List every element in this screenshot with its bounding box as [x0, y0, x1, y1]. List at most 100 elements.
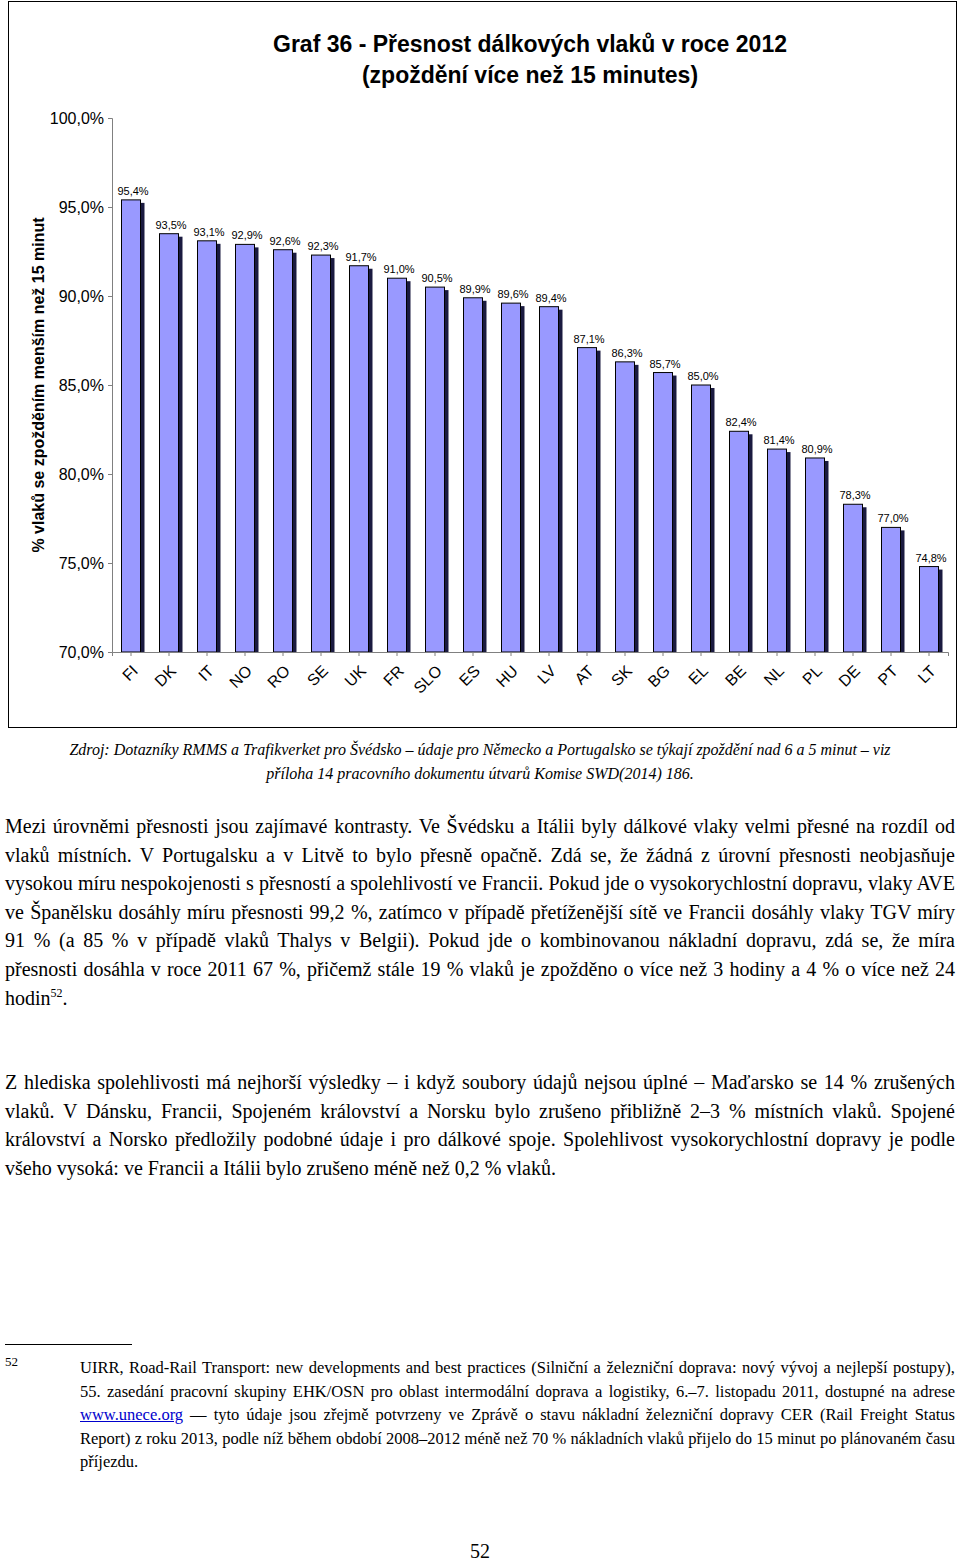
x-tick-label: DE [835, 662, 863, 690]
page: {"chart_data": { "type": "bar", "title":… [0, 0, 960, 1565]
data-label: 95,4% [117, 185, 148, 197]
y-tick-label: 70,0% [59, 644, 104, 661]
x-tick-mark [891, 652, 892, 656]
x-tick-mark [739, 652, 740, 656]
x-tick-mark [663, 652, 664, 656]
x-tick-label: RO [264, 662, 293, 691]
x-tick: PT [875, 652, 902, 689]
footnote: UIRR, Road-Rail Transport: new developme… [80, 1356, 955, 1474]
y-tick: 70,0% [59, 644, 112, 661]
x-tick-label: LT [915, 662, 940, 687]
x-tick-mark [473, 652, 474, 656]
bars [122, 200, 943, 652]
y-tick: 100,0% [50, 110, 112, 127]
y-tick-label: 90,0% [59, 288, 104, 305]
x-tick-mark [511, 652, 512, 656]
data-label: 85,7% [649, 358, 680, 370]
bar [502, 303, 521, 652]
source-note: Zdroj: Dotazníky RMMS a Trafikverket pro… [60, 738, 900, 786]
bar [806, 458, 825, 652]
x-tick: EL [685, 652, 711, 688]
bar [654, 373, 673, 652]
data-label: 91,0% [383, 263, 414, 275]
x-tick: RO [264, 652, 293, 691]
footnote-ref: 52 [51, 986, 63, 1000]
chart-title: Graf 36 - Přesnost dálkových vlaků v roc… [273, 31, 787, 57]
x-tick-label: DK [151, 662, 179, 690]
x-tick-label: SK [608, 662, 635, 689]
data-label: 77,0% [877, 512, 908, 524]
x-tick-label: LV [534, 662, 559, 687]
data-label: 81,4% [763, 434, 794, 446]
footnote-number: 52 [5, 1354, 18, 1370]
y-tick-label: 80,0% [59, 466, 104, 483]
bar [388, 278, 407, 652]
data-label: 92,3% [307, 240, 338, 252]
bar [540, 307, 559, 652]
data-label: 82,4% [725, 416, 756, 428]
x-tick: SK [608, 652, 635, 689]
chart-subtitle: (zpoždění více než 15 minutes) [362, 62, 698, 88]
data-label: 80,9% [801, 443, 832, 455]
bar [198, 241, 217, 652]
x-tick-mark [131, 652, 132, 656]
y-tick-mark [108, 474, 112, 475]
bar [464, 298, 483, 652]
data-label: 89,9% [459, 283, 490, 295]
x-tick: AT [571, 652, 597, 688]
x-tick: PL [799, 652, 825, 688]
x-tick: LV [534, 652, 559, 687]
x-tick-label: FI [119, 662, 141, 684]
x-tick-mark [245, 652, 246, 656]
x-tick: NO [226, 652, 255, 691]
x-tick: DE [835, 652, 863, 690]
x-tick-mark [853, 652, 854, 656]
bar [426, 287, 445, 652]
x-tick: ES [456, 652, 483, 689]
x-tick-mark [815, 652, 816, 656]
x-tick-label: HU [493, 662, 521, 690]
page-number: 52 [430, 1540, 530, 1563]
x-tick: UK [341, 652, 369, 690]
data-labels: 95,4%93,5%93,1%92,9%92,6%92,3%91,7%91,0%… [117, 185, 946, 564]
data-label: 87,1% [573, 333, 604, 345]
x-tick-label: SLO [410, 662, 445, 697]
x-tick: FR [380, 652, 407, 689]
text-run: . [63, 987, 68, 1009]
x-tick-mark [321, 652, 322, 656]
x-tick-label: IT [195, 662, 217, 684]
bar [692, 385, 711, 652]
y-axis-line [108, 119, 113, 653]
x-tick-mark [207, 652, 208, 656]
paragraph: Z hlediska spolehlivosti má nejhorší výs… [5, 1068, 955, 1182]
data-label: 91,7% [345, 251, 376, 263]
y-tick-label: 85,0% [59, 377, 104, 394]
bar [616, 362, 635, 652]
y-tick-label: 95,0% [59, 199, 104, 216]
x-tick-label: FR [380, 662, 407, 689]
x-tick-label: PT [875, 662, 902, 689]
data-label: 85,0% [687, 370, 718, 382]
x-tick-mark [777, 652, 778, 656]
data-label: 92,9% [231, 229, 262, 241]
data-label: 93,1% [193, 226, 224, 238]
x-tick: BG [645, 652, 673, 690]
x-tick-label: AT [571, 662, 597, 688]
text-run: — tyto údaje jsou zřejmě potvrzeny ve Zp… [80, 1405, 955, 1471]
x-tick-mark [397, 652, 398, 656]
x-tick-mark [435, 652, 436, 656]
bar [274, 250, 293, 652]
x-tick: SLO [410, 652, 445, 697]
y-tick: 95,0% [59, 199, 112, 216]
x-tick-mark [283, 652, 284, 656]
bar [312, 255, 331, 652]
bar [350, 266, 369, 652]
y-tick: 90,0% [59, 288, 112, 305]
x-tick-mark [929, 652, 930, 656]
x-tick: NL [761, 652, 788, 689]
paragraph: Mezi úrovněmi přesnosti jsou zajímavé ko… [5, 812, 955, 1012]
x-tick-mark [549, 652, 550, 656]
text-run: UIRR, Road-Rail Transport: new developme… [80, 1358, 955, 1401]
x-axis: FIDKITNOROSEUKFRSLOESHULVATSKBGELBENLPLD… [113, 652, 949, 697]
y-tick-mark [108, 118, 112, 119]
